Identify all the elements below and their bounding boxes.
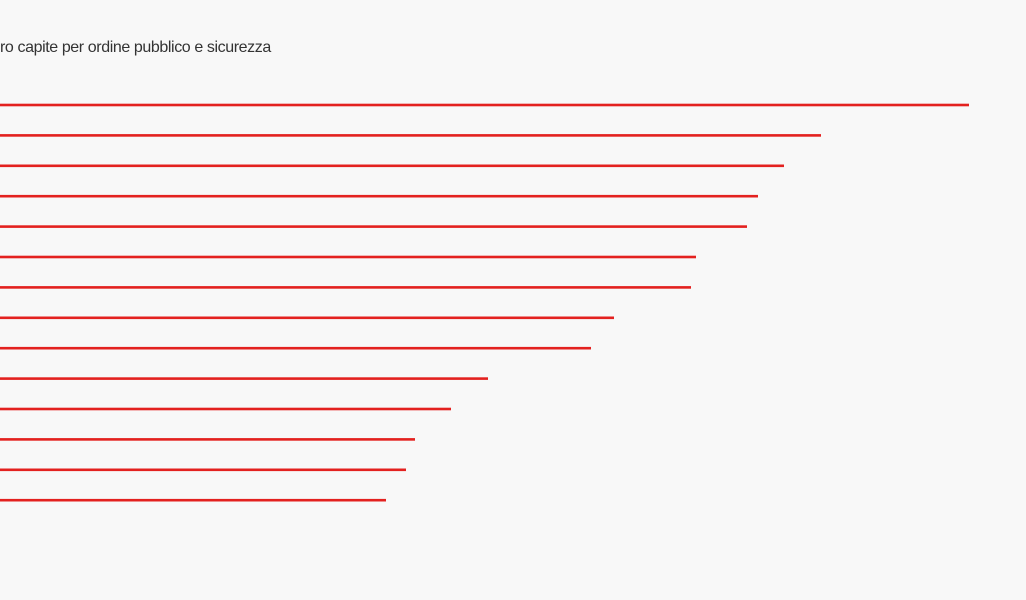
bar [0,194,758,198]
bar [0,468,406,472]
bar [0,407,451,411]
bar [0,286,691,289]
bar [0,164,784,168]
bar [0,498,386,502]
chart-title: ro capite per ordine pubblico e sicurezz… [0,39,271,56]
bar [0,346,591,350]
bar [0,377,488,380]
bar [0,438,415,441]
bar [0,103,969,107]
bar [0,316,614,320]
bar [0,134,821,137]
bar [0,225,747,228]
bar [0,255,696,259]
